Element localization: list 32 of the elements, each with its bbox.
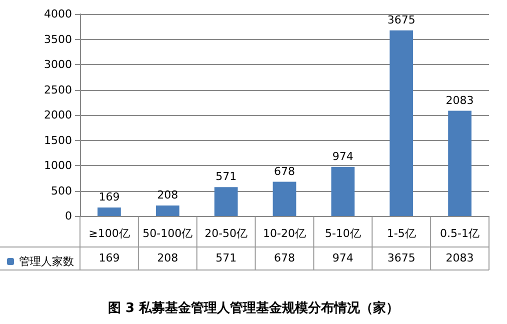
x-tick-label: 10-20亿 (263, 227, 306, 240)
y-tick-label: 1500 (44, 134, 72, 147)
annotation: 2083 (446, 94, 474, 107)
legend-label: 管理人家数 (19, 255, 74, 268)
y-tick-label: 1000 (44, 159, 72, 172)
y-tick-label: 500 (51, 184, 72, 198)
annotation: 678 (274, 164, 295, 178)
text: 图 3 私募基金管理人管理基金规模分布情况（家） (108, 300, 400, 316)
annotation: 3675 (387, 13, 416, 26)
data-label: 678 (274, 252, 295, 264)
y-tick-label: 4000 (44, 8, 72, 20)
y-tick-label: 2000 (44, 108, 72, 122)
x-tick-label: ≥100亿 (88, 227, 130, 240)
x-tick-label: 20-50亿 (204, 227, 248, 240)
y-tick-label: 0 (65, 210, 72, 222)
data-label: 571 (216, 252, 237, 264)
annotation: 208 (157, 188, 178, 202)
annotation: 974 (332, 150, 354, 163)
annotation: 571 (216, 170, 237, 184)
y-tick-label: 3000 (44, 58, 72, 71)
data-label: 3675 (387, 252, 416, 264)
x-tick-label: 0.5-1亿 (440, 227, 480, 240)
data-label: 208 (157, 252, 178, 264)
y-tick-label: 2500 (44, 83, 72, 96)
data-label: 974 (332, 252, 354, 264)
annotation: 169 (98, 190, 120, 204)
data-label: 2083 (446, 252, 474, 264)
x-tick-label: 5-10亿 (324, 227, 361, 240)
x-tick-label: 1-5亿 (386, 227, 416, 240)
data-label: 169 (98, 252, 120, 264)
x-tick-label: 50-100亿 (142, 227, 193, 240)
y-tick-label: 3500 (44, 32, 72, 46)
